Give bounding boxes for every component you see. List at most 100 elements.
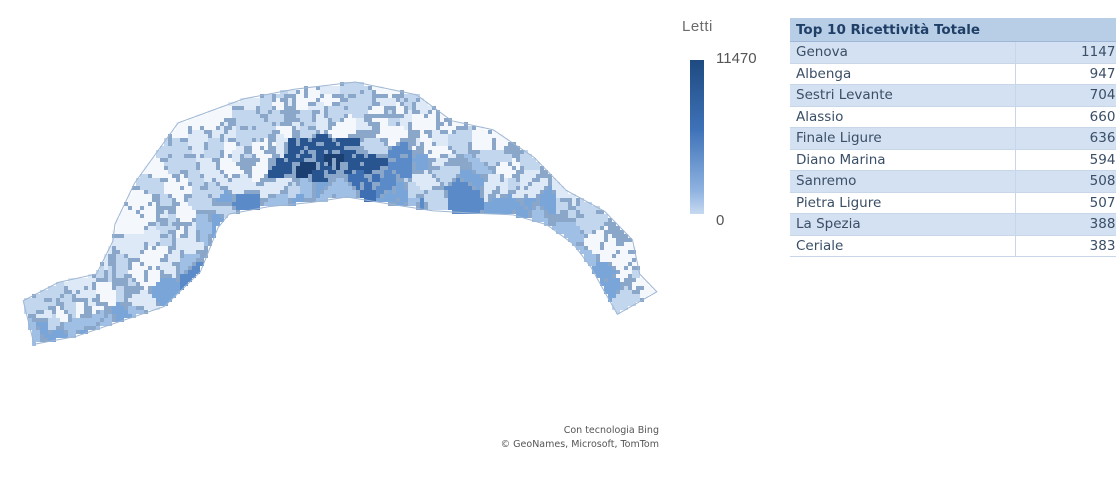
municipality-cell (316, 102, 320, 106)
municipality-cell (256, 166, 260, 170)
municipality-cell (220, 106, 224, 110)
municipality-cell (308, 86, 312, 90)
municipality-cell (420, 138, 424, 142)
municipality-cell (192, 226, 196, 230)
municipality-cell (312, 86, 316, 90)
municipality-cell (384, 130, 388, 134)
municipality-cell (328, 146, 332, 150)
municipality-cell (348, 186, 352, 190)
municipality-cell (344, 102, 348, 106)
municipality-cell (372, 146, 376, 150)
municipality-cell (24, 298, 28, 302)
municipality-cell (40, 326, 44, 330)
municipality-cell (600, 250, 604, 254)
municipality-cell (364, 142, 368, 146)
municipality-cell (636, 274, 640, 278)
municipality-cell (224, 162, 228, 166)
municipality-cell (148, 258, 152, 262)
municipality-cell (200, 202, 204, 206)
municipality-cell (208, 134, 212, 138)
municipality-cell (220, 110, 224, 114)
municipality-cell (504, 190, 508, 194)
municipality-cell (272, 198, 276, 202)
choropleth-map[interactable] (0, 70, 670, 410)
municipality-cell (40, 310, 44, 314)
municipality-cell (144, 306, 148, 310)
municipality-cell (640, 286, 644, 290)
municipality-cell (260, 186, 264, 190)
municipality-cell (244, 110, 248, 114)
municipality-cell (280, 130, 284, 134)
municipality-cell (92, 294, 96, 298)
municipality-cell (360, 186, 364, 190)
municipality-cell (208, 162, 212, 166)
municipality-cell (512, 154, 516, 158)
municipality-cell (312, 154, 316, 158)
municipality-cell (264, 166, 268, 170)
municipality-cell (440, 114, 444, 118)
municipality-cell (508, 202, 512, 206)
municipality-cell (288, 142, 292, 146)
municipality-cell (432, 162, 436, 166)
municipality-cell (404, 198, 408, 202)
municipality-cell (292, 150, 296, 154)
municipality-cell (580, 226, 584, 230)
municipality-cell (404, 130, 408, 134)
municipality-cell (352, 182, 356, 186)
municipality-cell (428, 154, 432, 158)
municipality-cell (236, 198, 240, 202)
municipality-cell (136, 274, 140, 278)
municipality-cell (68, 298, 72, 302)
municipality-cell (260, 170, 264, 174)
municipality-cell (300, 170, 304, 174)
municipality-cell (448, 178, 452, 182)
municipality-cell (308, 166, 312, 170)
municipality-cell (484, 210, 488, 214)
municipality-cell (232, 182, 236, 186)
municipality-cell (88, 282, 92, 286)
municipality-cells (22, 81, 658, 346)
municipality-cell (576, 198, 580, 202)
municipality-cell (616, 254, 620, 258)
municipality-cell (400, 106, 404, 110)
municipality-cell (96, 298, 100, 302)
municipality-cell (504, 138, 508, 142)
municipality-cell (328, 102, 332, 106)
municipality-cell (324, 186, 328, 190)
municipality-cell (328, 86, 332, 90)
municipality-cell (448, 190, 452, 194)
municipality-cell (132, 226, 136, 230)
municipality-cell (204, 254, 208, 258)
municipality-cell (304, 138, 308, 142)
municipality-cell (148, 190, 152, 194)
municipality-cell (308, 118, 312, 122)
municipality-cell (304, 182, 308, 186)
municipality-cell (172, 178, 176, 182)
municipality-cell (188, 218, 192, 222)
municipality-cell (64, 330, 68, 334)
municipality-cell (576, 242, 580, 246)
municipality-cell (420, 174, 424, 178)
municipality-cell (380, 162, 384, 166)
municipality-cell (416, 114, 420, 118)
municipality-cell (188, 174, 192, 178)
municipality-cell (176, 230, 180, 234)
municipality-cell (412, 122, 416, 126)
municipality-cell (168, 226, 172, 230)
municipality-cell (208, 230, 212, 234)
municipality-cell (184, 138, 188, 142)
municipality-cell (316, 150, 320, 154)
municipality-cell (168, 198, 172, 202)
municipality-cell (164, 222, 168, 226)
municipality-cell (568, 198, 572, 202)
municipality-cell (540, 214, 544, 218)
municipality-cell (584, 202, 588, 206)
municipality-cell (148, 286, 152, 290)
municipality-cell (600, 238, 604, 242)
municipality-cell (304, 94, 308, 98)
municipality-cell (472, 178, 476, 182)
municipality-cell (184, 182, 188, 186)
municipality-cell (412, 130, 416, 134)
municipality-cell (324, 138, 328, 142)
municipality-cell (56, 286, 60, 290)
